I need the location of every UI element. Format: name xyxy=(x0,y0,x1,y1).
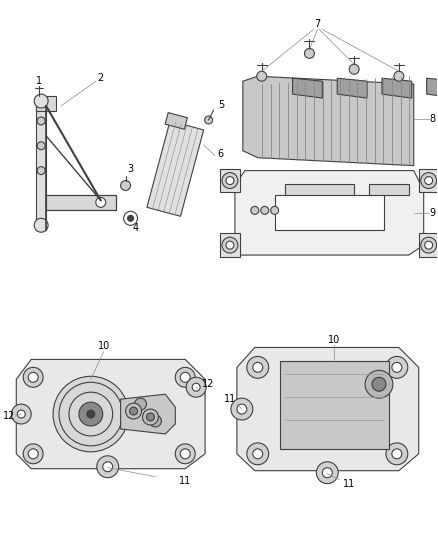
Polygon shape xyxy=(237,348,419,471)
Circle shape xyxy=(96,197,106,207)
Text: 2: 2 xyxy=(98,73,104,83)
Circle shape xyxy=(392,362,402,373)
Polygon shape xyxy=(36,101,46,230)
Polygon shape xyxy=(147,121,204,216)
Circle shape xyxy=(126,403,141,419)
Text: 6: 6 xyxy=(217,149,223,159)
Text: 9: 9 xyxy=(430,208,436,219)
Circle shape xyxy=(237,404,247,414)
Circle shape xyxy=(257,71,267,81)
Circle shape xyxy=(146,413,155,421)
Circle shape xyxy=(304,49,314,58)
Circle shape xyxy=(134,398,146,410)
Circle shape xyxy=(103,462,113,472)
Circle shape xyxy=(28,373,38,382)
Circle shape xyxy=(247,357,268,378)
Circle shape xyxy=(253,449,263,459)
Circle shape xyxy=(28,449,38,459)
Polygon shape xyxy=(279,361,389,449)
Circle shape xyxy=(120,181,131,190)
Circle shape xyxy=(34,219,48,232)
Text: 10: 10 xyxy=(98,342,110,351)
Circle shape xyxy=(205,116,212,124)
Text: 11: 11 xyxy=(224,394,236,404)
Circle shape xyxy=(186,377,206,397)
Circle shape xyxy=(23,444,43,464)
Polygon shape xyxy=(243,76,414,166)
Circle shape xyxy=(37,117,45,125)
Circle shape xyxy=(222,237,238,253)
Circle shape xyxy=(97,456,119,478)
Text: 4: 4 xyxy=(132,223,138,233)
Text: 11: 11 xyxy=(179,475,191,486)
Polygon shape xyxy=(220,233,240,257)
Circle shape xyxy=(142,409,159,425)
Polygon shape xyxy=(369,183,409,196)
Circle shape xyxy=(180,373,190,382)
Polygon shape xyxy=(235,171,424,255)
Circle shape xyxy=(87,410,95,418)
Circle shape xyxy=(322,468,332,478)
Circle shape xyxy=(425,176,433,184)
Polygon shape xyxy=(419,168,438,192)
Polygon shape xyxy=(285,183,354,196)
Circle shape xyxy=(175,444,195,464)
Circle shape xyxy=(192,383,200,391)
Circle shape xyxy=(180,449,190,459)
Polygon shape xyxy=(293,78,322,98)
Circle shape xyxy=(251,206,259,214)
Text: 11: 11 xyxy=(343,479,355,489)
Text: 12: 12 xyxy=(3,411,15,421)
Circle shape xyxy=(149,415,161,427)
Polygon shape xyxy=(16,359,205,469)
Circle shape xyxy=(425,241,433,249)
Circle shape xyxy=(394,71,404,81)
Text: 7: 7 xyxy=(314,19,321,29)
Circle shape xyxy=(11,404,31,424)
Polygon shape xyxy=(165,112,187,130)
Circle shape xyxy=(365,370,393,398)
Polygon shape xyxy=(120,394,175,434)
Text: 5: 5 xyxy=(219,100,225,110)
Circle shape xyxy=(23,367,43,387)
Circle shape xyxy=(421,237,437,253)
Circle shape xyxy=(37,142,45,150)
Circle shape xyxy=(392,449,402,459)
Circle shape xyxy=(79,402,103,426)
Circle shape xyxy=(349,64,359,74)
Circle shape xyxy=(34,94,48,108)
Circle shape xyxy=(17,410,25,418)
Polygon shape xyxy=(427,78,438,98)
Circle shape xyxy=(175,367,195,387)
Text: 3: 3 xyxy=(127,164,134,174)
Polygon shape xyxy=(46,196,116,211)
Polygon shape xyxy=(275,196,384,230)
Polygon shape xyxy=(382,78,412,98)
Circle shape xyxy=(53,376,129,452)
Circle shape xyxy=(226,176,234,184)
Circle shape xyxy=(222,173,238,189)
Circle shape xyxy=(127,215,134,221)
Polygon shape xyxy=(419,233,438,257)
Circle shape xyxy=(421,173,437,189)
Circle shape xyxy=(271,206,279,214)
Text: 12: 12 xyxy=(202,379,214,389)
Text: 1: 1 xyxy=(36,76,42,86)
Circle shape xyxy=(386,357,408,378)
Circle shape xyxy=(261,206,268,214)
Text: 10: 10 xyxy=(328,335,340,344)
Polygon shape xyxy=(220,168,240,192)
Polygon shape xyxy=(337,78,367,98)
Circle shape xyxy=(386,443,408,465)
Circle shape xyxy=(231,398,253,420)
Circle shape xyxy=(372,377,386,391)
Circle shape xyxy=(253,362,263,373)
Polygon shape xyxy=(36,96,56,111)
Text: 8: 8 xyxy=(430,114,436,124)
Circle shape xyxy=(37,167,45,175)
Circle shape xyxy=(130,407,138,415)
Circle shape xyxy=(316,462,338,483)
Circle shape xyxy=(226,241,234,249)
Circle shape xyxy=(247,443,268,465)
